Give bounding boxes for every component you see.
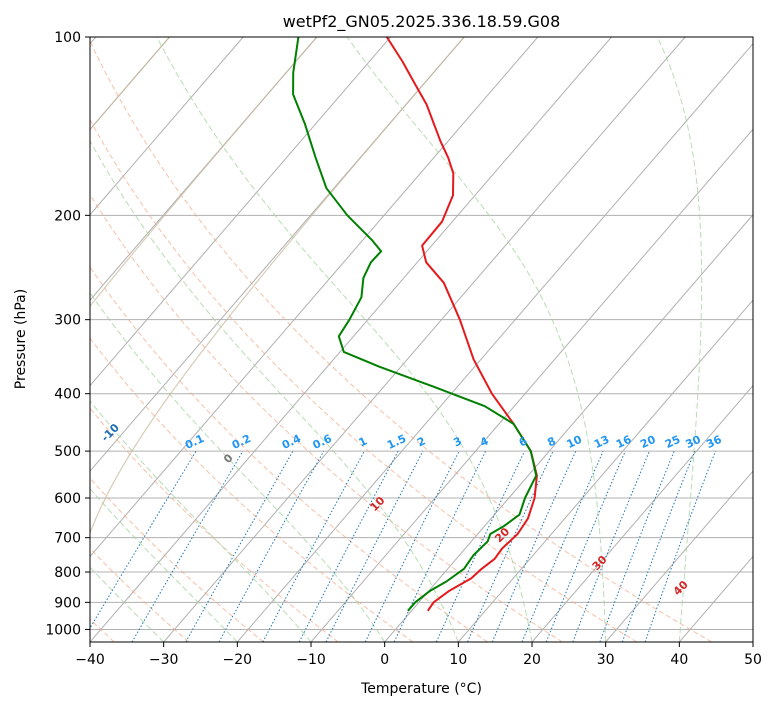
mixing-ratio-line <box>521 450 604 642</box>
isotherm-gridline <box>384 213 753 642</box>
dry-adiabat <box>90 477 264 642</box>
x-tick-label: 0 <box>380 652 389 668</box>
dry-adiabat <box>90 266 488 642</box>
isotherm-gridline <box>163 37 686 642</box>
moist-adiabat <box>656 37 703 642</box>
mixing-ratio-line <box>572 450 650 642</box>
y-tick-label: 400 <box>54 387 81 403</box>
dry-adiabat <box>90 40 712 642</box>
mixing-ratio-line <box>621 450 696 642</box>
x-tick-label: 20 <box>523 652 541 668</box>
y-tick-label: 300 <box>54 313 81 329</box>
x-tick-label: −40 <box>75 652 105 668</box>
chart-title: wetPf2_GN05.2025.336.18.59.G08 <box>283 12 561 32</box>
mixing-ratio-label: 20 <box>638 433 658 451</box>
moist-adiabat <box>90 566 165 642</box>
background-curve <box>90 37 318 308</box>
moist-adiabat <box>346 37 607 642</box>
y-axis-title: Pressure (hPa) <box>13 289 29 389</box>
temperature-profile <box>385 37 538 612</box>
mixing-ratio-line <box>298 450 399 642</box>
dry-adiabat <box>90 193 563 642</box>
moist-adiabat <box>156 37 533 642</box>
dry-adiabat <box>90 407 339 642</box>
mixing-ratio-label: 36 <box>704 433 724 451</box>
mixing-ratio-line <box>545 450 626 642</box>
mixing-ratio-line <box>325 450 424 642</box>
mixing-ratio-label: 30 <box>684 433 704 451</box>
mixing-ratio-label: 13 <box>592 433 611 451</box>
mixing-ratio-line <box>393 450 487 642</box>
mixing-ratio-line <box>90 450 197 630</box>
mixing-ratio-line <box>185 450 294 642</box>
mixing-ratio-line <box>262 450 365 642</box>
dry-adiabat <box>90 337 414 642</box>
moist-adiabat <box>90 292 386 642</box>
x-tick-label: −30 <box>149 652 179 668</box>
mixing-ratio-line <box>435 450 525 642</box>
y-tick-label: 800 <box>54 565 81 581</box>
moist-adiabat <box>90 400 312 642</box>
dry-adiabat <box>90 118 638 642</box>
mixing-ratio-label: 25 <box>663 433 682 451</box>
y-tick-label: 500 <box>54 444 81 460</box>
plot-frame <box>89 36 754 643</box>
mixing-ratio-line <box>644 450 716 642</box>
isotherm-gridline <box>90 37 539 558</box>
isotherm-gridline <box>90 37 612 642</box>
mixing-ratio-line <box>491 450 577 642</box>
moist-adiabat <box>90 488 238 642</box>
y-tick-label: 700 <box>54 531 81 547</box>
x-tick-label: −20 <box>223 652 253 668</box>
isotherm-gridline <box>605 470 753 642</box>
mixing-ratio-line <box>218 450 325 642</box>
mixing-ratio-line <box>467 450 554 642</box>
y-tick-label: 900 <box>54 595 81 611</box>
x-tick-label: 30 <box>597 652 615 668</box>
mixing-ratio-line <box>599 450 675 642</box>
isotherm-gridline <box>236 43 753 642</box>
isotherm-gridline <box>457 299 753 642</box>
x-tick-label: 40 <box>670 652 688 668</box>
isotherm-gridline <box>90 37 391 387</box>
x-tick-label: −10 <box>296 652 326 668</box>
y-tick-label: 200 <box>54 208 81 224</box>
background-curve <box>90 37 465 535</box>
mixing-ratio-label: 10 <box>565 433 585 451</box>
axes: −40 −30 −20 −10 0 10 20 30 40 50 100 200 300 400 500 60… <box>45 30 762 668</box>
isotherm-gridline <box>310 128 753 642</box>
x-tick-label: 10 <box>449 652 467 668</box>
x-tick-label: 50 <box>744 652 762 668</box>
y-tick-label: 1000 <box>45 622 81 638</box>
y-tick-label: 100 <box>54 30 81 46</box>
mixing-ratio-label: 16 <box>614 433 634 451</box>
plot-lines <box>90 37 753 642</box>
isotherm-gridline <box>531 384 753 642</box>
x-axis-title: Temperature (°C) <box>360 681 482 697</box>
moist-adiabat <box>90 139 459 642</box>
isotherm-gridline <box>90 37 244 216</box>
dewpoint-profile <box>292 37 538 612</box>
y-tick-label: 600 <box>54 491 81 507</box>
